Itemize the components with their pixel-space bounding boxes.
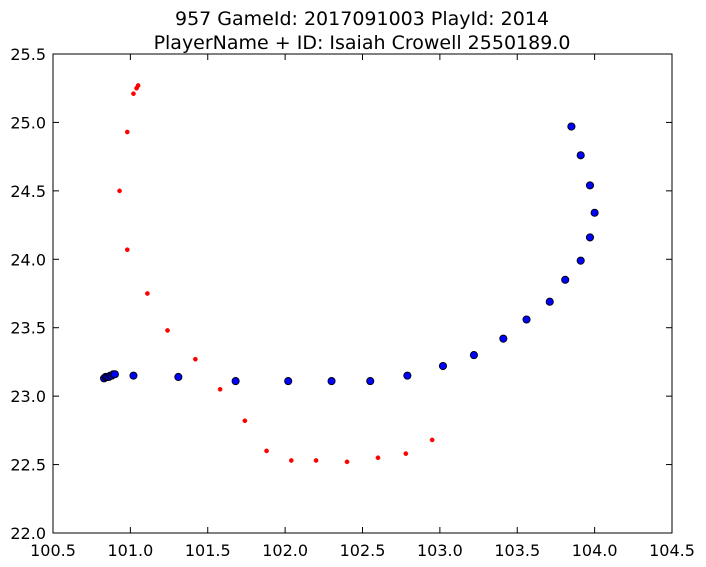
x-tick-label: 103.0 — [417, 541, 463, 560]
player-point — [499, 334, 508, 343]
trajectory-point — [429, 437, 435, 443]
y-tick-label: 24.0 — [10, 250, 46, 269]
chart-title-line1: 957 GameId: 2017091003 PlayId: 2014 — [175, 8, 549, 30]
axis-ticks: 100.5 101.0 101.5 102.0 102.5 103.0 103.5 104.0… — [10, 45, 695, 560]
trajectory-point — [375, 455, 381, 461]
trajectory-point — [264, 448, 269, 454]
player-point — [403, 371, 412, 380]
x-tick-label: 102.5 — [340, 541, 386, 560]
player-point — [561, 275, 570, 284]
trajectory-point — [134, 85, 139, 91]
trajectory-point — [165, 328, 170, 333]
trajectory-point — [145, 291, 150, 296]
data-marks — [100, 83, 599, 465]
trajectory-point — [217, 386, 223, 392]
trajectory-point — [313, 458, 319, 463]
trajectory-point — [344, 459, 350, 465]
player-point — [284, 377, 293, 386]
y-tick-label: 25.5 — [10, 45, 46, 64]
player-point — [231, 377, 240, 386]
y-tick-label: 22.5 — [10, 456, 46, 475]
player-point — [545, 297, 554, 306]
y-tick-label: 22.0 — [10, 524, 46, 543]
y-tick-label: 23.5 — [10, 319, 46, 338]
x-tick-label: 104.5 — [649, 541, 695, 560]
player-point — [174, 372, 183, 382]
trajectory-point — [242, 418, 248, 424]
player-point — [129, 371, 138, 380]
player-point — [438, 361, 448, 371]
player-point — [576, 256, 585, 265]
player-point — [366, 377, 375, 386]
trajectory-point — [288, 458, 294, 463]
trajectory-point — [403, 451, 409, 456]
trajectory-point — [124, 247, 130, 253]
player-point — [576, 151, 585, 160]
trajectory-point — [117, 188, 122, 194]
trajectory-point — [131, 91, 136, 97]
player-point — [567, 122, 576, 131]
player-point — [585, 233, 595, 242]
x-tick-label: 102.0 — [262, 541, 308, 560]
y-tick-label: 24.5 — [10, 182, 46, 201]
x-tick-label: 100.5 — [30, 541, 76, 560]
x-tick-label: 103.5 — [494, 541, 540, 560]
player-point — [590, 208, 599, 217]
y-tick-label: 25.0 — [10, 113, 46, 132]
plot-frame — [52, 53, 673, 534]
x-tick-label: 104.0 — [572, 541, 618, 560]
plot-area — [53, 54, 672, 533]
x-tick-label: 101.5 — [185, 541, 231, 560]
x-tick-label: 101.0 — [107, 541, 153, 560]
player-point — [110, 370, 119, 379]
player-point — [585, 181, 595, 190]
chart-title-line2: PlayerName + ID: Isaiah Crowell 2550189.… — [154, 32, 571, 54]
trajectory-point — [193, 356, 198, 362]
trajectory-point — [124, 129, 130, 135]
player-point — [469, 351, 478, 360]
y-tick-label: 23.0 — [10, 387, 46, 406]
player-point — [522, 315, 531, 324]
player-point — [327, 377, 336, 386]
